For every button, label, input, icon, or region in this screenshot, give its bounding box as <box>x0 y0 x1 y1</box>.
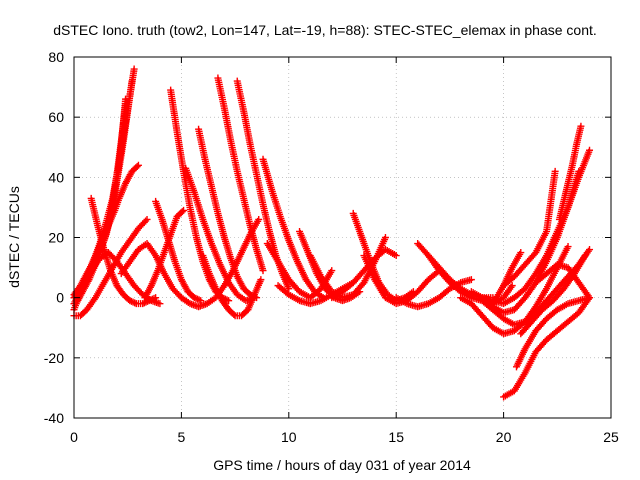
data-point <box>129 298 137 306</box>
data-point <box>586 294 594 302</box>
data-point <box>194 295 202 303</box>
series-arc-36 <box>500 294 594 401</box>
series-layer <box>70 65 594 401</box>
series-arc-28 <box>414 240 497 302</box>
data-point <box>156 300 164 308</box>
x-tick-label: 0 <box>70 429 78 445</box>
data-point <box>392 252 400 260</box>
y-tick-label: 40 <box>48 169 64 185</box>
y-tick-label: 60 <box>48 109 64 125</box>
data-point <box>122 95 130 103</box>
data-point <box>152 294 160 302</box>
series-arc-15 <box>195 125 261 302</box>
y-tick-label: 20 <box>48 230 64 246</box>
data-point <box>467 276 475 284</box>
data-point <box>230 311 238 319</box>
y-tick-label: 0 <box>56 290 64 306</box>
series-arc-33 <box>500 167 559 290</box>
series-arc-40 <box>478 246 594 329</box>
series-arc-17 <box>233 77 293 293</box>
data-point <box>255 215 263 223</box>
series-arc-39 <box>532 261 594 302</box>
tick-layer: 0 5 10 15 20 25 -40 -20 0 20 40 60 80 <box>44 49 619 445</box>
data-point <box>126 297 134 305</box>
x-tick-label: 5 <box>178 429 186 445</box>
data-point <box>139 300 147 308</box>
data-point <box>128 77 136 85</box>
data-point <box>178 208 186 216</box>
data-point <box>223 296 231 304</box>
data-point <box>225 297 233 305</box>
data-point <box>195 296 203 304</box>
data-point <box>564 243 572 251</box>
x-tick-label: 20 <box>496 429 512 445</box>
series-arc-16 <box>214 74 267 275</box>
x-tick-label: 15 <box>388 429 404 445</box>
data-point <box>577 122 585 130</box>
data-point <box>180 206 188 214</box>
data-point <box>586 246 594 254</box>
series-arc-11 <box>141 206 188 302</box>
data-point <box>517 249 525 257</box>
data-point <box>508 282 516 290</box>
series-arc-34 <box>555 122 585 223</box>
data-point <box>257 276 265 284</box>
data-point <box>133 163 141 171</box>
data-point <box>285 285 293 293</box>
series-arc-37 <box>512 294 594 371</box>
series-arc-5 <box>70 95 130 299</box>
data-point <box>134 161 142 169</box>
data-point <box>381 234 389 241</box>
y-tick-label: 80 <box>48 49 64 65</box>
chart-title: dSTEC Iono. truth (tow2, Lon=147, Lat=-1… <box>53 22 597 38</box>
data-point <box>551 167 559 175</box>
x-axis-title: GPS time / hours of day 031 of year 2014 <box>213 457 471 473</box>
series-arc-9 <box>117 240 185 302</box>
data-point <box>142 217 150 225</box>
data-point <box>192 294 200 302</box>
x-tick-label: 10 <box>281 429 297 445</box>
data-point <box>127 297 135 305</box>
data-point <box>131 299 139 307</box>
data-point <box>190 294 198 302</box>
series-arc-35 <box>489 249 525 308</box>
data-point <box>259 267 267 275</box>
x-tick-label: 25 <box>603 429 619 445</box>
data-point <box>586 146 594 154</box>
y-tick-label: -20 <box>44 350 64 366</box>
data-point <box>143 215 151 223</box>
series-arc-18 <box>199 252 265 320</box>
series-arc-14 <box>182 164 258 305</box>
data-point <box>328 267 336 275</box>
data-point <box>130 65 138 73</box>
y-axis-title: dSTEC / TECUs <box>6 186 22 288</box>
y-tick-label: -40 <box>44 410 64 426</box>
